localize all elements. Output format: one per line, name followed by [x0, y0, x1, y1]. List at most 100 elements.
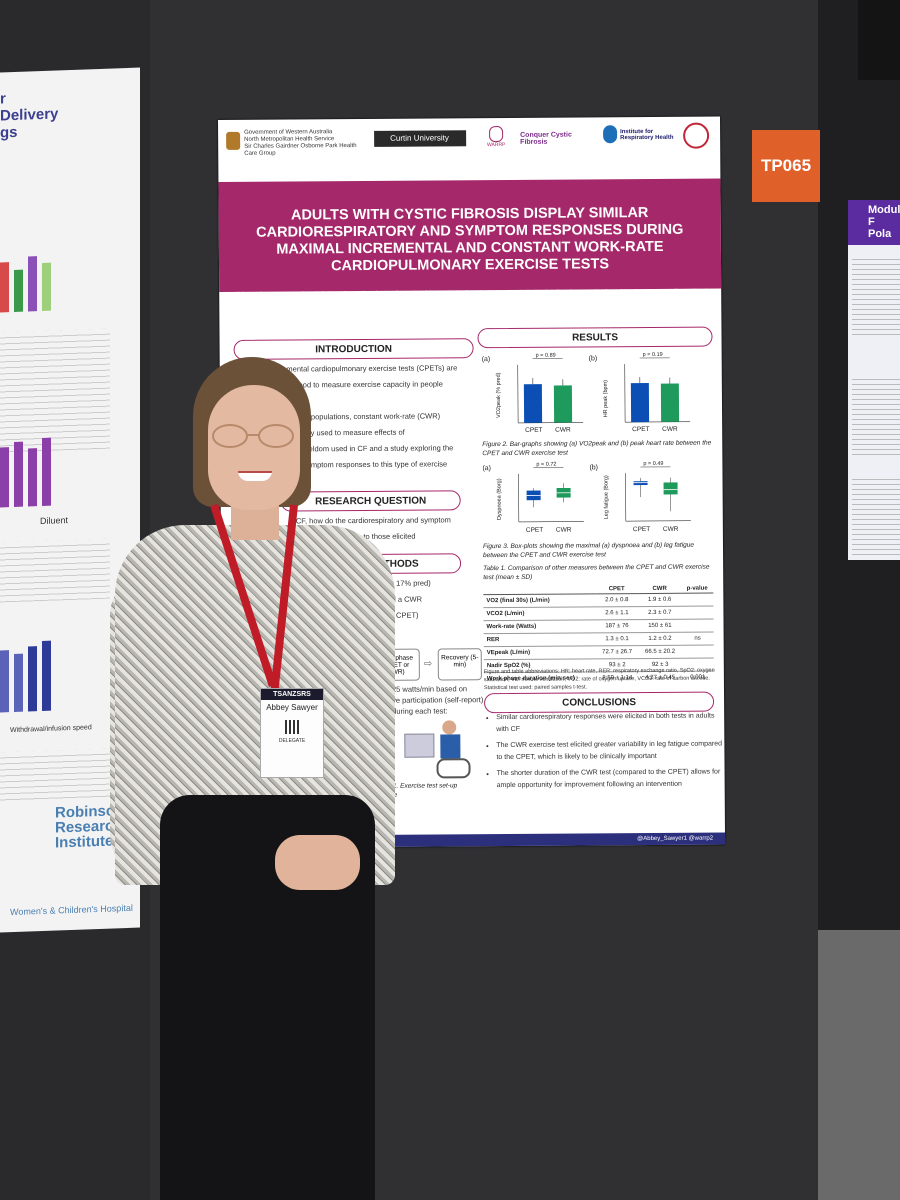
chart-leg-fatigue-box: (b) Leg fatigue (Borg) CPET CWR p = 0.49	[589, 461, 691, 533]
poster-title: ADULTS WITH CYSTIC FIBROSIS DISPLAY SIMI…	[256, 204, 684, 275]
right-poster-text-block	[852, 255, 900, 335]
main-poster: Government of Western Australia North Me…	[218, 116, 726, 848]
left-poster-label-speed: Withdrawal/infusion speed	[10, 724, 92, 735]
table1-caption: Table 1. Comparison of other measures be…	[483, 563, 710, 582]
table-cell	[681, 645, 714, 659]
box-cpet	[633, 481, 648, 486]
wa-crest-icon	[226, 131, 241, 150]
table-cell: VCO2 (L/min)	[483, 606, 596, 621]
p-value-annotation: p = 0.72	[536, 462, 556, 468]
wall-strip	[858, 0, 900, 80]
left-poster-text-block-3	[0, 748, 110, 803]
poster-logo-row: Government of Western Australia North Me…	[218, 116, 720, 180]
figure2-caption: Figure 2. Bar-graphs showing (a) VO2peak…	[482, 439, 712, 458]
table-cell: 2.3 ± 0.7	[638, 606, 682, 620]
smile	[238, 471, 272, 481]
face	[208, 385, 300, 510]
table-cell: Work-rate (Watts)	[483, 619, 596, 634]
table-cell: 72.7 ± 26.7	[595, 645, 639, 659]
conquer-cf-logo: Conquer Cystic Fibrosis	[520, 131, 572, 146]
table-cell: 1.9 ± 0.6	[638, 593, 682, 607]
table-cell: 1.2 ± 0.2	[638, 632, 682, 646]
presenter-person: TSANZSRS Abbey Sawyer DELEGATE	[110, 355, 400, 1200]
ergometer-icon	[436, 758, 471, 779]
badge-event: TSANZSRS	[261, 689, 323, 700]
methods-text-2: 25 watts/min based on ve participation (…	[391, 684, 484, 716]
qr-code-icon	[285, 720, 299, 734]
monitor-icon	[404, 733, 435, 758]
poster-number-tag: TP065	[752, 130, 820, 202]
tick-label-cpet: CPET	[525, 427, 542, 434]
table-header-cwr: CWR	[638, 584, 682, 594]
conclusions-list: Similar cardiorespiratory responses were…	[484, 710, 723, 792]
section-results: RESULTS	[477, 326, 713, 349]
tick-label-cwr: CWR	[663, 526, 679, 533]
chart-vo2peak-bar: (a) VO2peak (% pred) CPET CWR p = 0.89	[482, 353, 584, 434]
poster-authors: Abbey Sawyer1,2,3, Vinicius Cavalheri1,3…	[231, 286, 709, 300]
conclusion-item: The shorter duration of the CWR test (co…	[497, 766, 723, 792]
warrp-icon	[489, 126, 504, 143]
abbreviations-text: Figure and table abbreviations: HR: hear…	[483, 667, 715, 692]
warrp-logo: WARRP	[483, 126, 509, 148]
tick-label-cwr: CWR	[555, 427, 571, 434]
lungs-icon	[603, 125, 618, 144]
glasses-icon	[212, 424, 294, 448]
table-cell: 66.5 ± 20.2	[638, 645, 682, 659]
table-cell: ns	[681, 632, 714, 646]
poster-title-banner: ADULTS WITH CYSTIC FIBROSIS DISPLAY SIMI…	[218, 178, 722, 321]
table-cell: RER	[483, 632, 596, 647]
box-cwr	[663, 482, 678, 495]
right-neighbor-poster: Modul F Pola	[848, 200, 900, 560]
badge-role: DELEGATE	[278, 738, 306, 744]
chart-panel-label: (b)	[589, 355, 598, 362]
right-poster-title: Modul F Pola	[848, 200, 900, 245]
table-header-pvalue: p-value	[681, 584, 714, 594]
right-poster-text-block-3	[852, 475, 900, 555]
y-axis-label: HR peak (bpm)	[603, 380, 609, 417]
name-badge: TSANZSRS Abbey Sawyer DELEGATE	[260, 688, 324, 778]
flow-arrow-icon: ⇨	[423, 658, 433, 670]
cyclist-body-icon	[440, 734, 461, 759]
table-header-cpet: CPET	[595, 585, 639, 594]
table-cell: 150 ± 61	[638, 619, 682, 633]
left-poster-bar-chart-1	[0, 240, 70, 313]
tick-label-cpet: CPET	[633, 526, 650, 533]
table-cell: 2.6 ± 1.1	[595, 606, 639, 620]
bar-cpet	[523, 384, 543, 423]
flow-recovery: Recovery (5-min)	[437, 648, 482, 681]
exercise-setup-illustration	[402, 718, 477, 779]
table-cell: VEpeak (L/min)	[483, 645, 596, 660]
tick-label-cpet: CPET	[632, 426, 649, 433]
tick-label-cwr: CWR	[662, 426, 678, 433]
p-value-annotation: p = 0.89	[536, 353, 556, 359]
p-value-annotation: p = 0.19	[643, 352, 663, 358]
institute-respiratory-health-logo: Institute for Respiratory Health	[620, 128, 674, 142]
table-cell	[681, 619, 714, 633]
left-poster-title: r Delivery gs	[0, 90, 59, 142]
conclusion-item: The CWR exercise test elicited greater v…	[496, 738, 722, 764]
tick-label-cwr: CWR	[556, 527, 572, 534]
y-axis-label: Dyspnoea (Borg)	[497, 478, 503, 520]
wa-government-logo-text: Government of Western Australia North Me…	[244, 129, 357, 157]
table-cell	[681, 606, 714, 620]
table-cell	[681, 593, 714, 607]
chart-panel-label: (a)	[482, 356, 491, 363]
left-poster-text-block-2	[0, 538, 110, 603]
badge-name: Abbey Sawyer	[266, 703, 318, 712]
chart-panel-label: (a)	[482, 465, 491, 472]
table-cell: 2.0 ± 0.8	[595, 593, 639, 607]
left-poster-bar-chart-3	[0, 630, 70, 713]
y-axis-label: Leg fatigue (Borg)	[603, 475, 609, 519]
bar-cwr	[553, 385, 573, 423]
tick-label-cpet: CPET	[526, 527, 543, 534]
curtin-university-logo: Curtin University	[374, 130, 467, 147]
floor	[818, 930, 900, 1200]
university-seal-icon	[683, 122, 710, 149]
left-poster-label-diluent: Diluent	[40, 515, 69, 527]
table-cell: VO2 (final 30s) (L/min)	[483, 593, 596, 608]
table-cell: 187 ± 76	[595, 619, 639, 633]
figure3-caption: Figure 3. Box-plots showing the maximal …	[482, 541, 695, 560]
conclusion-item: Similar cardiorespiratory responses were…	[496, 710, 722, 736]
p-value-annotation: p = 0.49	[643, 461, 663, 467]
bar-cwr	[660, 383, 680, 422]
